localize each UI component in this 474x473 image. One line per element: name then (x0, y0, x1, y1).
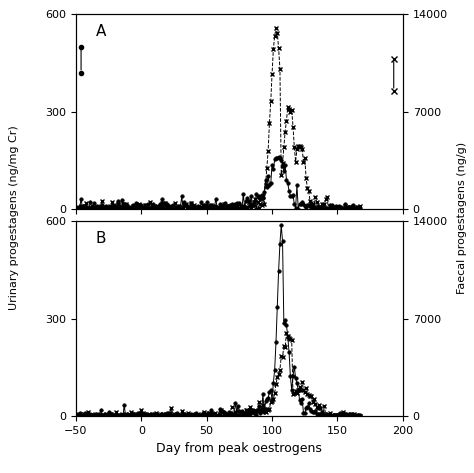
Text: Faecal progestagens (ng/g): Faecal progestagens (ng/g) (457, 141, 467, 294)
X-axis label: Day from peak oestrogens: Day from peak oestrogens (156, 441, 322, 455)
Text: Urinary progestagens (ng/mg Cr): Urinary progestagens (ng/mg Cr) (9, 125, 19, 310)
Text: A: A (95, 24, 106, 39)
Text: B: B (95, 231, 106, 246)
